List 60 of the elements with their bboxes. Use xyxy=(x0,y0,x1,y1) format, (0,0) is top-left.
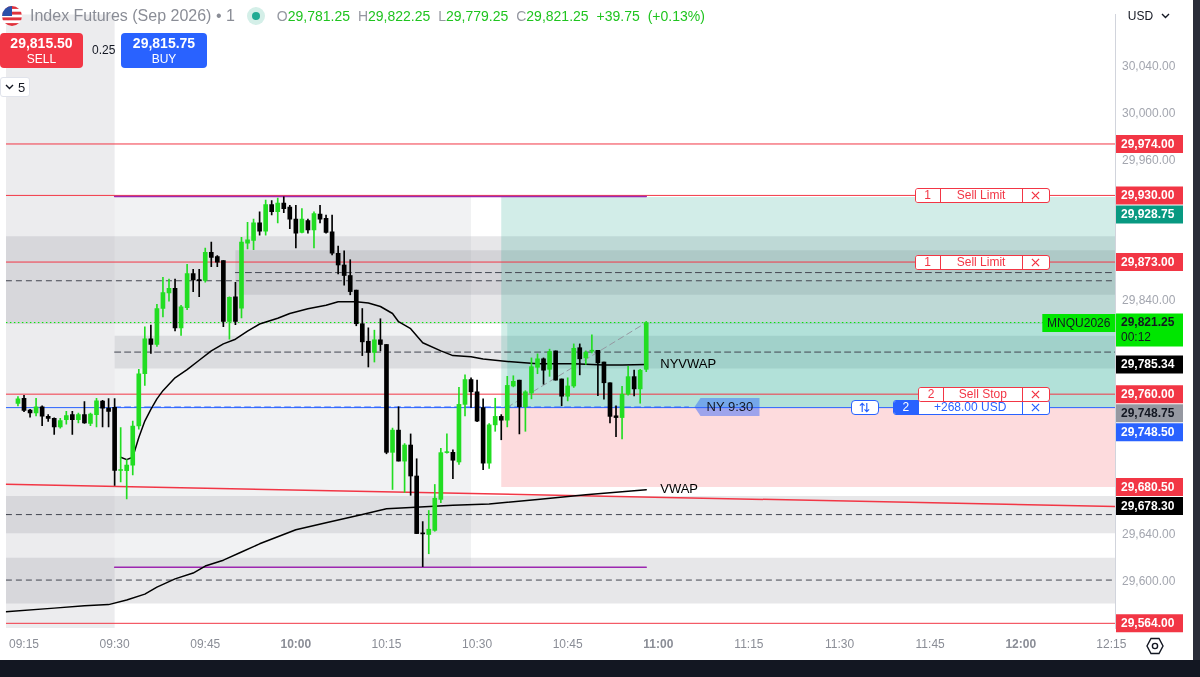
annotation: Sell Limit xyxy=(940,254,1023,269)
y-tick-label: 29,840.00 xyxy=(1122,292,1176,307)
annotation: +268.00 USD xyxy=(918,400,1023,415)
annotation: 2 xyxy=(893,400,919,415)
candlestick xyxy=(444,433,450,454)
y-tick-label: 30,000.00 xyxy=(1122,105,1176,120)
annotation: 0.25 xyxy=(92,43,116,57)
sell-button: 29,815.50 SELL xyxy=(0,33,83,68)
y-tick-label: 29,960.00 xyxy=(1122,152,1176,167)
candlestick xyxy=(613,405,619,437)
annotation: 29,785.34 xyxy=(1121,357,1175,372)
series-label: NY 9:30 xyxy=(706,398,754,414)
chart-title: Index Futures (Sep 2026) • 1 xyxy=(30,7,235,25)
ref-line-label: 29,821.25 00:12 xyxy=(1121,315,1175,345)
text: O29,781.25 H29,822.25 L29,779.25 C29,821.25 +39.75 (+0.13%) xyxy=(276,8,705,24)
x-tick-label: 11:15 xyxy=(734,636,764,651)
y-tick-label: 29,640.00 xyxy=(1122,526,1176,541)
x-tick-label: 09:15 xyxy=(9,636,40,651)
annotation: 2 xyxy=(919,386,945,401)
order-tag: 1 Sell Limit xyxy=(914,187,1050,203)
annotation: BUY xyxy=(150,52,178,66)
candlestick xyxy=(498,414,504,441)
annotation: Sell Limit xyxy=(940,187,1023,202)
ref-line-label: 29,930.00 xyxy=(1121,188,1175,203)
buy-button: 29,815.75 BUY xyxy=(121,33,207,68)
ref-line-label: 29,748.50 xyxy=(1121,424,1175,439)
annotation: 5 xyxy=(17,79,26,95)
annotation: 29,928.75 xyxy=(1121,207,1175,222)
order-tag: 1 Sell Limit xyxy=(914,254,1050,270)
annotation: 29,815.75 xyxy=(131,35,197,52)
annotation: 29,678.30 xyxy=(1121,498,1175,513)
annotation: 1 xyxy=(915,254,941,269)
x-tick-label: 09:30 xyxy=(99,636,130,651)
candlestick xyxy=(589,334,595,354)
x-tick-label: 11:30 xyxy=(824,636,855,651)
x-tick-label: 11:00 xyxy=(643,636,674,651)
annotation: 29,815.50 xyxy=(9,35,74,52)
ref-line-label: 29,564.00 xyxy=(1121,616,1175,631)
x-tick-label: 10:15 xyxy=(371,636,402,651)
annotation: Sell Stop xyxy=(944,386,1023,401)
y-tick-label: 29,600.00 xyxy=(1122,573,1176,588)
symbol-tag: MNQU2026 xyxy=(1042,313,1116,332)
x-tick-label: 10:45 xyxy=(552,636,584,651)
y-tick-label: 30,040.00 xyxy=(1122,59,1176,74)
annotation: SELL xyxy=(25,52,58,66)
toggle-button: 5 xyxy=(0,77,30,97)
ref-line-label: 29,974.00 xyxy=(1121,136,1175,151)
x-tick-label: 12:15 xyxy=(1096,636,1127,651)
ref-line-label: 29,873.00 xyxy=(1121,254,1175,269)
annotation: 29,748.75 xyxy=(1121,405,1175,420)
annotation: 29,680.50 xyxy=(1121,479,1175,494)
x-tick-label: 10:30 xyxy=(462,636,493,651)
series-label: VWAP xyxy=(660,481,699,497)
x-tick-label: 09:45 xyxy=(190,636,221,651)
x-tick-label: 11:45 xyxy=(915,636,946,651)
annotation: 1 xyxy=(915,187,941,202)
series-label: NYVWAP xyxy=(660,356,717,372)
x-tick-label: 10:00 xyxy=(280,636,312,651)
ref-line-label: 29,760.00 xyxy=(1121,386,1175,401)
x-tick-label: 12:00 xyxy=(1005,636,1037,651)
